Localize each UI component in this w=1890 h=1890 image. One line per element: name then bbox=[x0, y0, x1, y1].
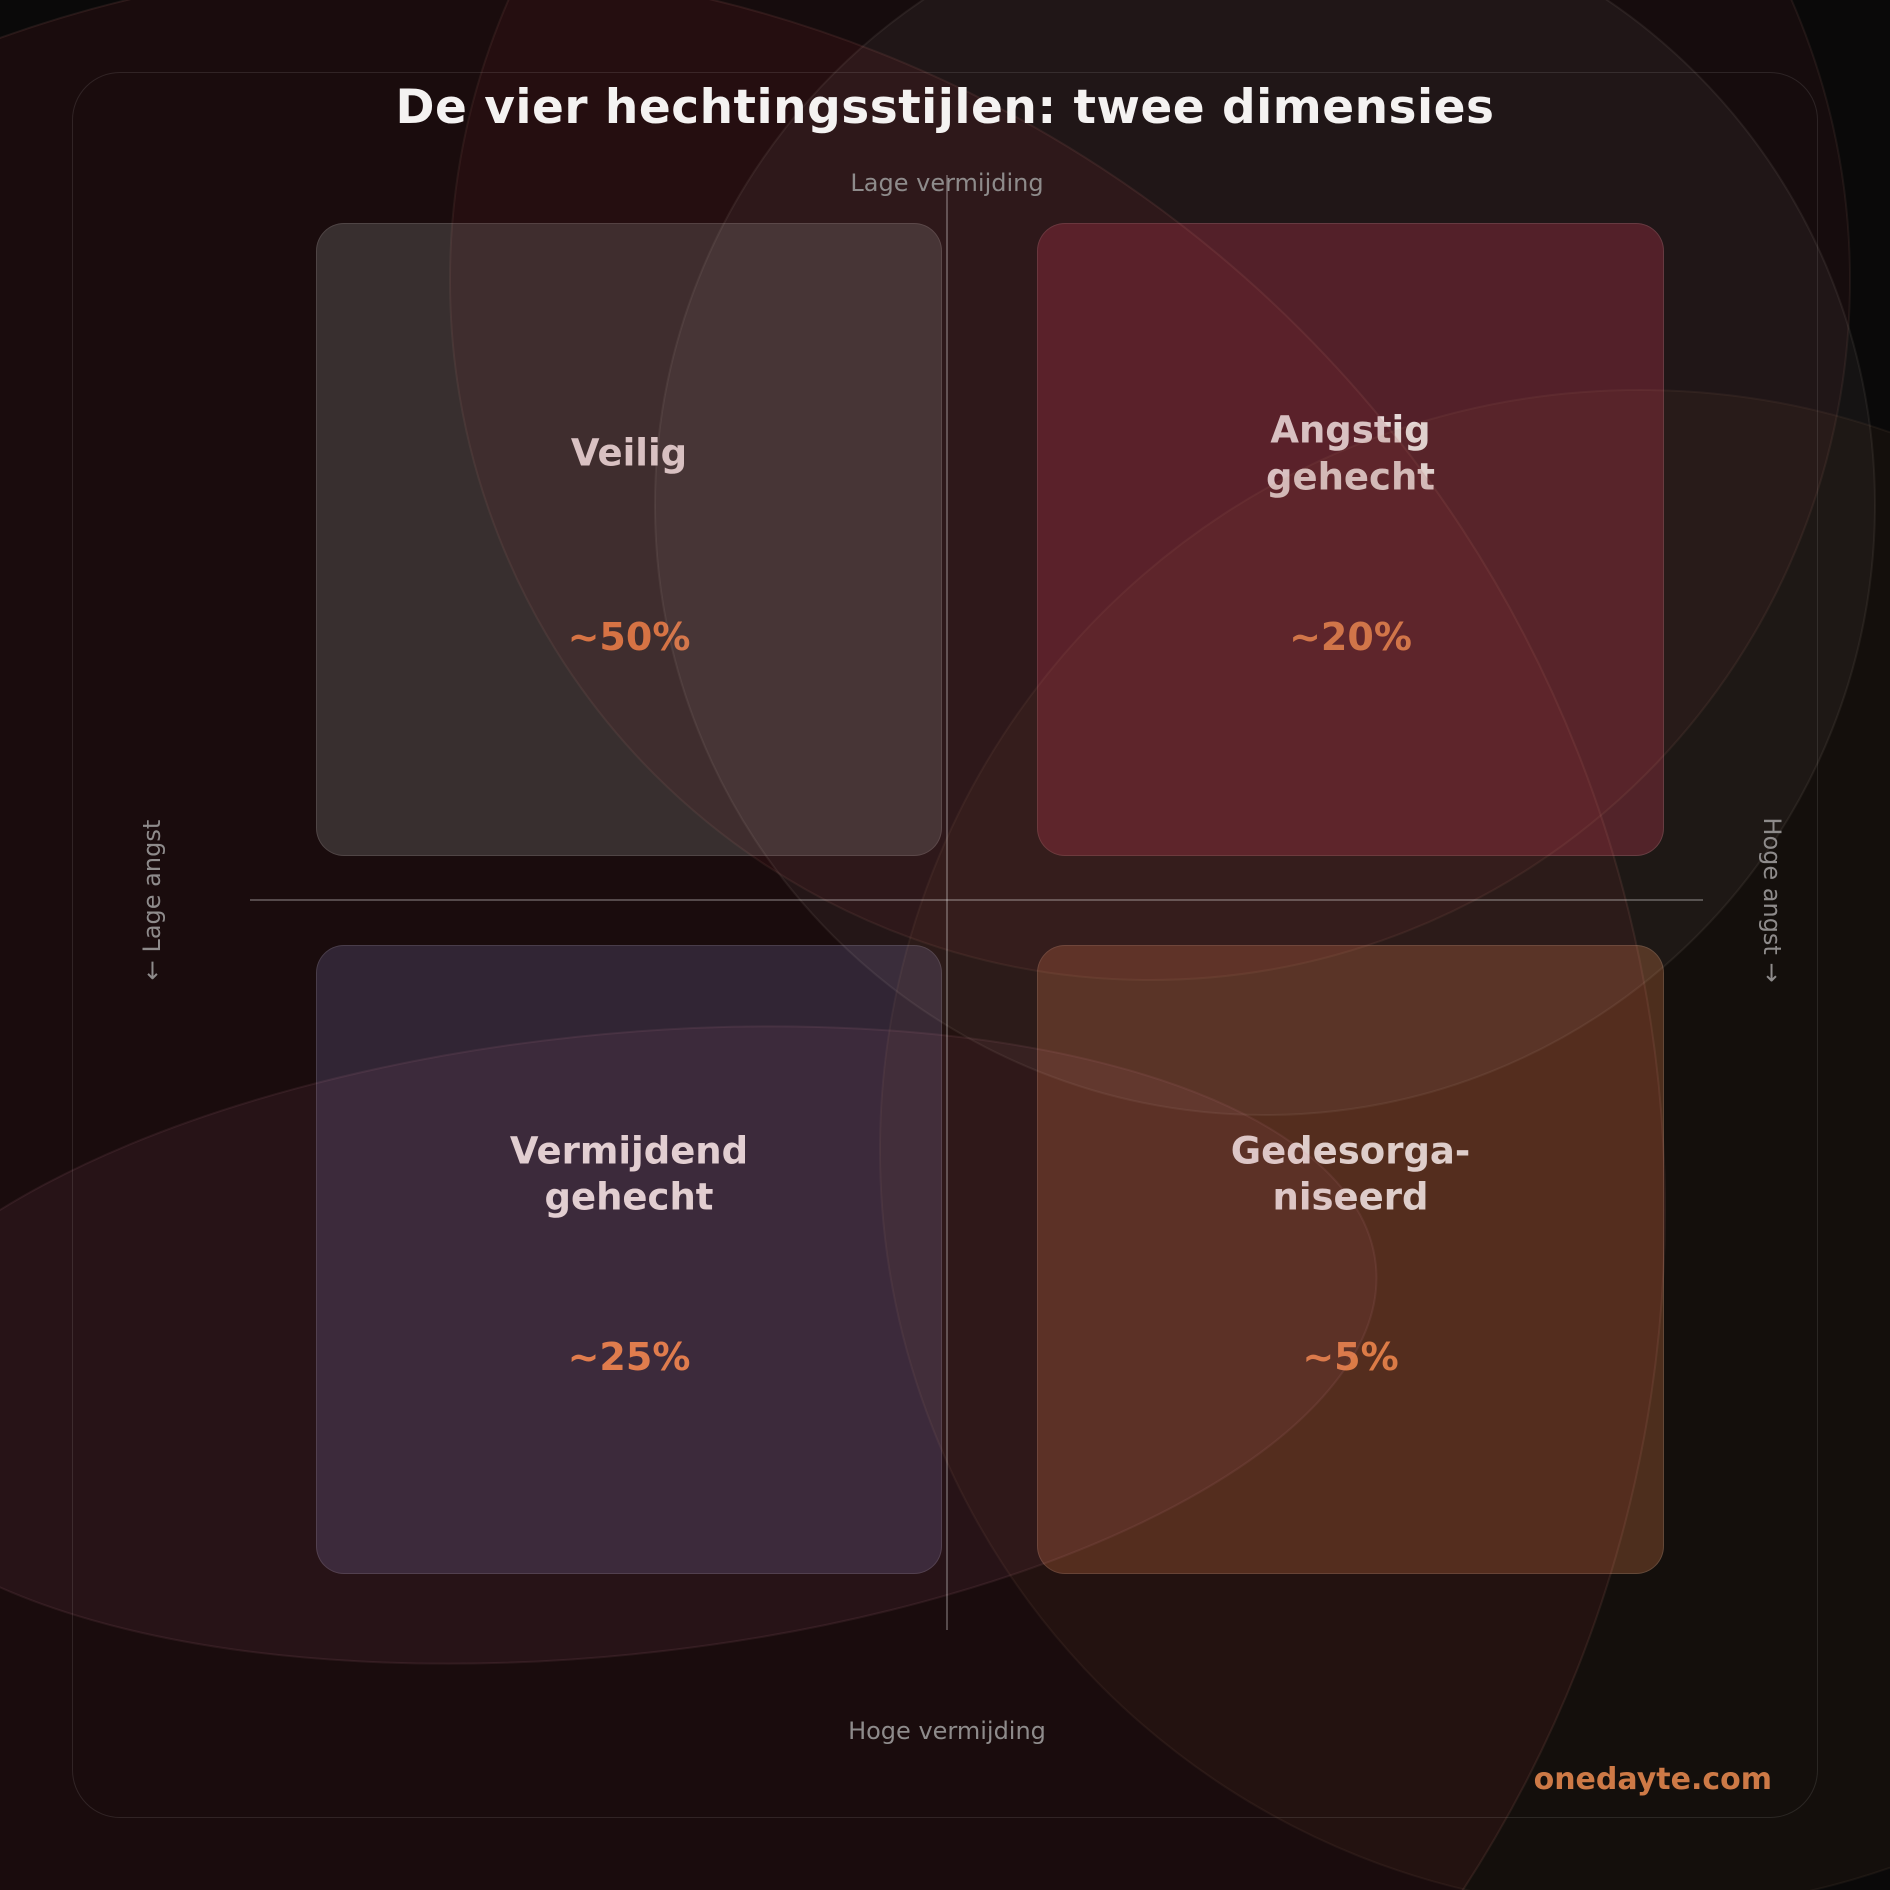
footer-brand: onedayte.com bbox=[1533, 1762, 1772, 1797]
vertical-axis-line bbox=[946, 175, 948, 1630]
quadrant-gedesorganiseerd-percentage: ~5% bbox=[1302, 1334, 1399, 1379]
quadrant-veilig: Veilig ~50% bbox=[316, 223, 942, 856]
quadrant-vermijdend-gehecht-label: Vermijdend gehecht bbox=[509, 1129, 749, 1219]
quadrant-gedesorganiseerd: Gedesorga- niseerd ~5% bbox=[1037, 945, 1664, 1574]
quadrant-vermijdend-gehecht: Vermijdend gehecht ~25% bbox=[316, 945, 942, 1574]
quadrant-vermijdend-gehecht-percentage: ~25% bbox=[567, 1334, 691, 1379]
axis-label-bottom: Hoge vermijding bbox=[848, 1717, 1046, 1745]
horizontal-axis-line bbox=[250, 899, 1703, 901]
axis-label-top: Lage vermijding bbox=[850, 169, 1044, 197]
page-title: De vier hechtingsstijlen: twee dimensies bbox=[395, 80, 1495, 135]
quadrant-angstig-gehecht: Angstig gehecht ~20% bbox=[1037, 223, 1664, 856]
quadrant-veilig-percentage: ~50% bbox=[567, 615, 691, 660]
quadrant-angstig-gehecht-label: Angstig gehecht bbox=[1266, 408, 1435, 499]
quadrant-veilig-label: Veilig bbox=[570, 432, 688, 476]
quadrant-angstig-gehecht-percentage: ~20% bbox=[1289, 615, 1412, 660]
outer-frame bbox=[72, 72, 1818, 1818]
quadrant-gedesorganiseerd-label: Gedesorga- niseerd bbox=[1230, 1129, 1471, 1219]
axis-label-left: ← Lage angst bbox=[138, 819, 166, 981]
axis-label-right: Hoge angst → bbox=[1758, 817, 1786, 983]
